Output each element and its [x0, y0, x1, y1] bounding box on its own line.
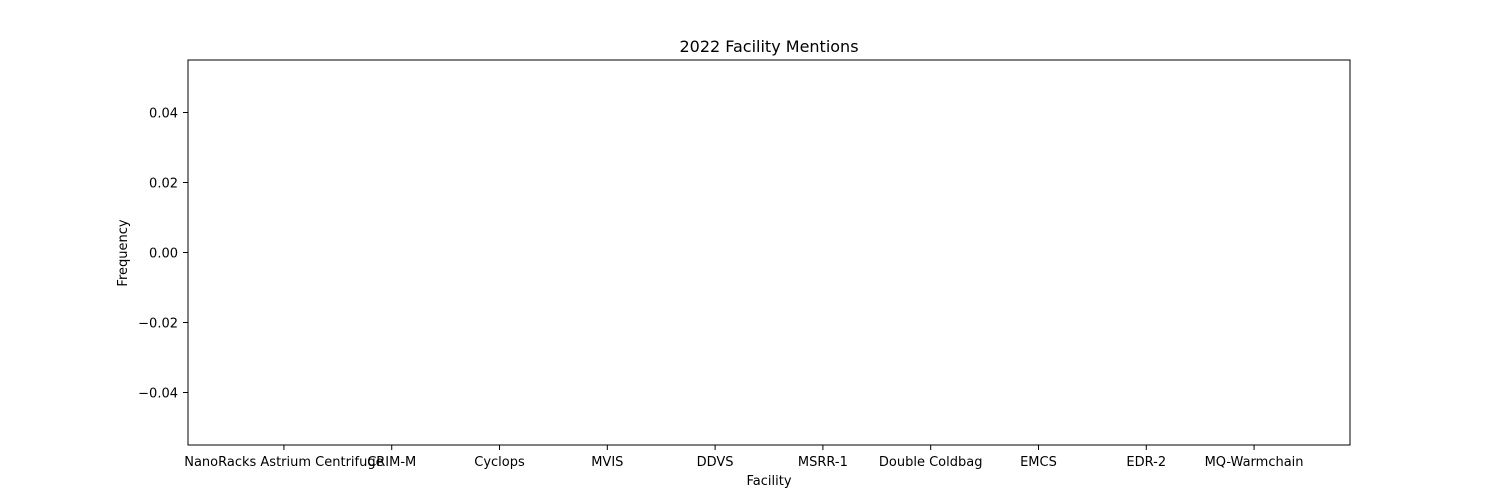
x-tick-label: MSRR-1	[798, 455, 848, 470]
y-tick-label: 0.00	[149, 247, 178, 262]
plot-area	[187, 59, 1351, 446]
x-axis-label: Facility	[746, 474, 791, 489]
x-tick-label: EDR-2	[1126, 455, 1166, 470]
x-tick-label: Double Coldbag	[879, 455, 983, 470]
y-axis: 0.04 0.02 0.00 −0.02 −0.04	[138, 107, 188, 402]
x-tick-label: NanoRacks Astrium Centrifuge	[184, 455, 383, 470]
x-tick-label: MQ-Warmchain	[1205, 455, 1304, 470]
y-tick-label: 0.02	[149, 177, 178, 192]
x-tick-label: MVIS	[591, 455, 623, 470]
y-tick-label: −0.02	[138, 317, 178, 332]
x-tick-label: Cyclops	[474, 455, 525, 470]
y-tick-label: −0.04	[138, 387, 178, 402]
x-tick-label: CRIM-M	[367, 455, 416, 470]
x-tick-label: EMCS	[1020, 455, 1057, 470]
chart-title: 2022 Facility Mentions	[679, 37, 858, 56]
y-tick-label: 0.04	[149, 107, 178, 122]
x-tick-label: DDVS	[697, 455, 734, 470]
y-axis-label: Frequency	[116, 219, 131, 286]
plot-frame	[187, 59, 1351, 446]
